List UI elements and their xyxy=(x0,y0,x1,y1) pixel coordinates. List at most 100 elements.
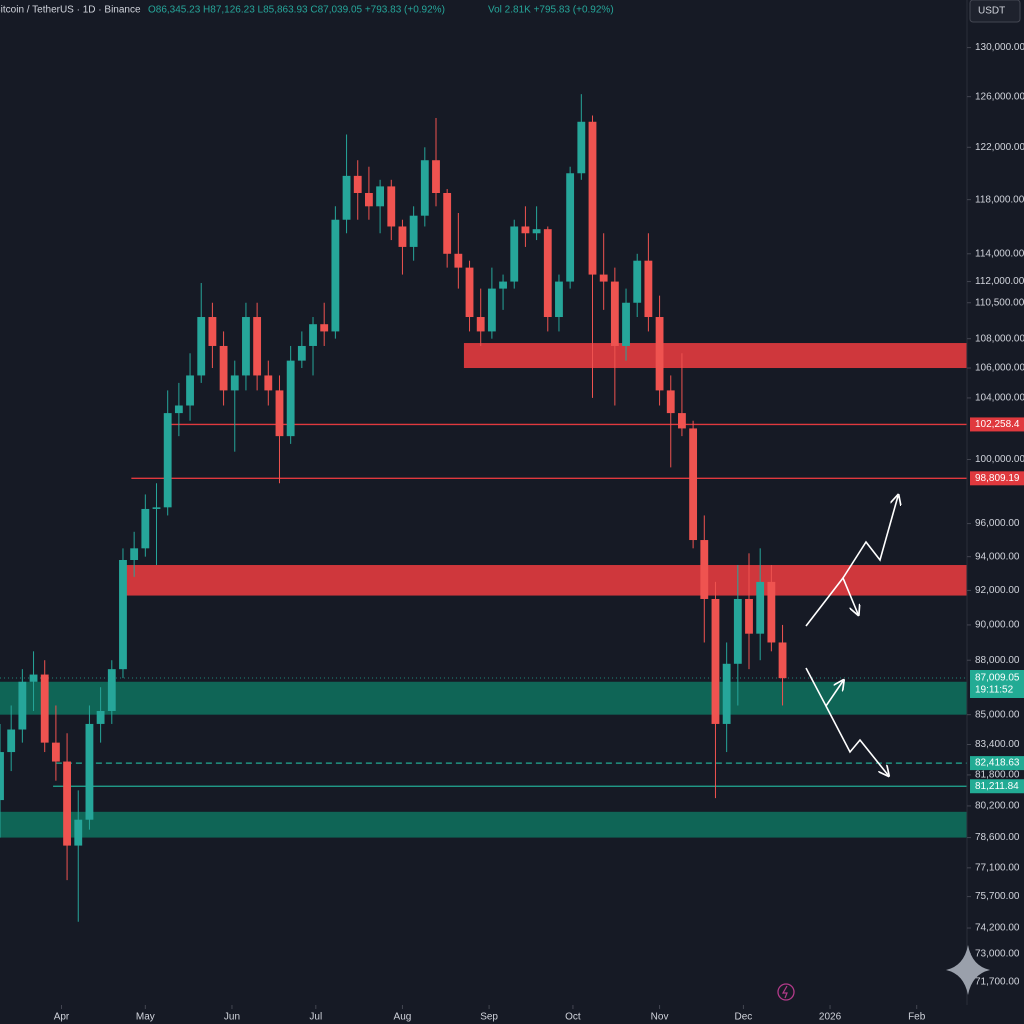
candle-body xyxy=(320,324,329,332)
y-tick-label: 126,000.00 xyxy=(975,91,1024,102)
arrows xyxy=(805,496,898,775)
candle-body xyxy=(778,642,787,679)
candle-body xyxy=(678,413,686,429)
y-tick-label: 94,000.00 xyxy=(975,551,1020,562)
countdown: 19:11:52 xyxy=(975,685,1014,696)
candle-body xyxy=(63,761,71,846)
zone xyxy=(0,811,967,838)
candle-body xyxy=(264,375,273,391)
candle-body xyxy=(208,317,217,346)
alert-icon-bolt xyxy=(781,985,788,999)
candle-body xyxy=(532,229,541,234)
candle-body xyxy=(510,226,519,282)
level-label-box xyxy=(970,417,1024,432)
price-axis xyxy=(967,0,1024,1024)
candle-body xyxy=(711,598,720,724)
candle-body xyxy=(633,260,642,303)
candle-body xyxy=(186,375,194,406)
candle-body xyxy=(18,681,27,730)
candle-body xyxy=(342,175,351,220)
y-tick-label: 106,000.00 xyxy=(975,363,1024,374)
volume: Vol 2.81K +795.83 (+0.92%) xyxy=(488,5,614,16)
x-tick-label: Jun xyxy=(224,1012,240,1023)
logo xyxy=(946,945,990,995)
candle-body xyxy=(655,317,664,391)
zone xyxy=(120,565,968,596)
candle-body xyxy=(543,229,552,318)
candle-body xyxy=(622,302,630,346)
last-price-label: 87,009.05 xyxy=(975,673,1020,684)
candle-body xyxy=(666,390,675,414)
candle-body xyxy=(365,193,373,207)
y-tick-label: 118,000.00 xyxy=(975,194,1024,205)
candle-body xyxy=(745,598,753,634)
candle-body xyxy=(96,710,105,724)
alert-icon[interactable] xyxy=(777,983,795,1001)
candle-body xyxy=(376,186,385,207)
y-tick-label: 75,700.00 xyxy=(975,891,1020,902)
candle-body xyxy=(722,663,731,724)
arrow xyxy=(842,496,898,579)
y-tick-label: 90,000.00 xyxy=(975,620,1020,631)
candle-body xyxy=(309,324,317,346)
candle-body xyxy=(119,560,127,670)
candle-body xyxy=(163,413,172,508)
candle-body xyxy=(476,317,485,332)
candle-body xyxy=(174,405,183,414)
candle-body xyxy=(521,226,530,234)
level-label: 82,418.63 xyxy=(975,758,1020,769)
y-tick-label: 108,000.00 xyxy=(975,333,1024,344)
candle-body xyxy=(487,288,496,332)
candle-body xyxy=(599,274,608,282)
candle-body xyxy=(74,819,83,846)
x-tick-label: Sep xyxy=(480,1012,498,1023)
y-tick-label: 114,000.00 xyxy=(975,248,1024,259)
candle-body xyxy=(152,507,161,509)
y-tick-label: 96,000.00 xyxy=(975,518,1020,529)
y-tick-label: 78,600.00 xyxy=(975,832,1020,843)
y-tick-label: 88,000.00 xyxy=(975,655,1020,666)
y-tick-label: 112,000.00 xyxy=(975,276,1024,287)
level-label: 102,258.4 xyxy=(975,419,1020,430)
y-tick-label: 85,000.00 xyxy=(975,709,1020,720)
candle-body xyxy=(465,267,474,318)
x-tick-label: May xyxy=(136,1012,155,1023)
y-tick-label: 77,100.00 xyxy=(975,862,1020,873)
candle-body xyxy=(610,281,619,346)
candle-body xyxy=(577,121,586,174)
x-tick-label: 2026 xyxy=(819,1012,842,1023)
level-label-box xyxy=(970,471,1024,486)
candle-body xyxy=(242,317,250,376)
candle-body xyxy=(219,345,228,391)
level-label: 81,211.84 xyxy=(975,781,1019,792)
plot-area xyxy=(0,94,968,922)
last-price-box xyxy=(970,669,1024,698)
currency-box[interactable] xyxy=(969,0,1021,23)
candle-body xyxy=(588,121,597,275)
x-tick-label: Nov xyxy=(651,1012,669,1023)
candle-body xyxy=(700,540,709,599)
axis-labels: 130,000.00 126,000.00 122,000.00 118,000.00… xyxy=(54,42,1024,1023)
candle-body xyxy=(331,219,340,332)
y-tick-label: 73,000.00 xyxy=(975,948,1020,959)
candle-body xyxy=(286,360,295,437)
level-label-box xyxy=(970,756,1024,771)
ohlc: O86,345.23 H87,126.23 L85,863.93 C87,039… xyxy=(148,5,445,16)
x-tick-label: Feb xyxy=(908,1012,926,1023)
x-tick-label: Jul xyxy=(309,1012,322,1023)
level-label: 98,809.19 xyxy=(975,473,1020,484)
candle-body xyxy=(275,390,284,437)
candle-body xyxy=(409,215,418,247)
candle-body xyxy=(197,317,206,376)
currency[interactable]: USDT xyxy=(978,6,1005,17)
y-tick-label: 80,200.00 xyxy=(975,801,1020,812)
candle-body xyxy=(756,581,765,634)
candle-body xyxy=(432,160,440,194)
candle-body xyxy=(297,345,306,361)
candle-body xyxy=(29,674,38,682)
candle-body xyxy=(689,428,698,541)
zone xyxy=(463,343,967,369)
